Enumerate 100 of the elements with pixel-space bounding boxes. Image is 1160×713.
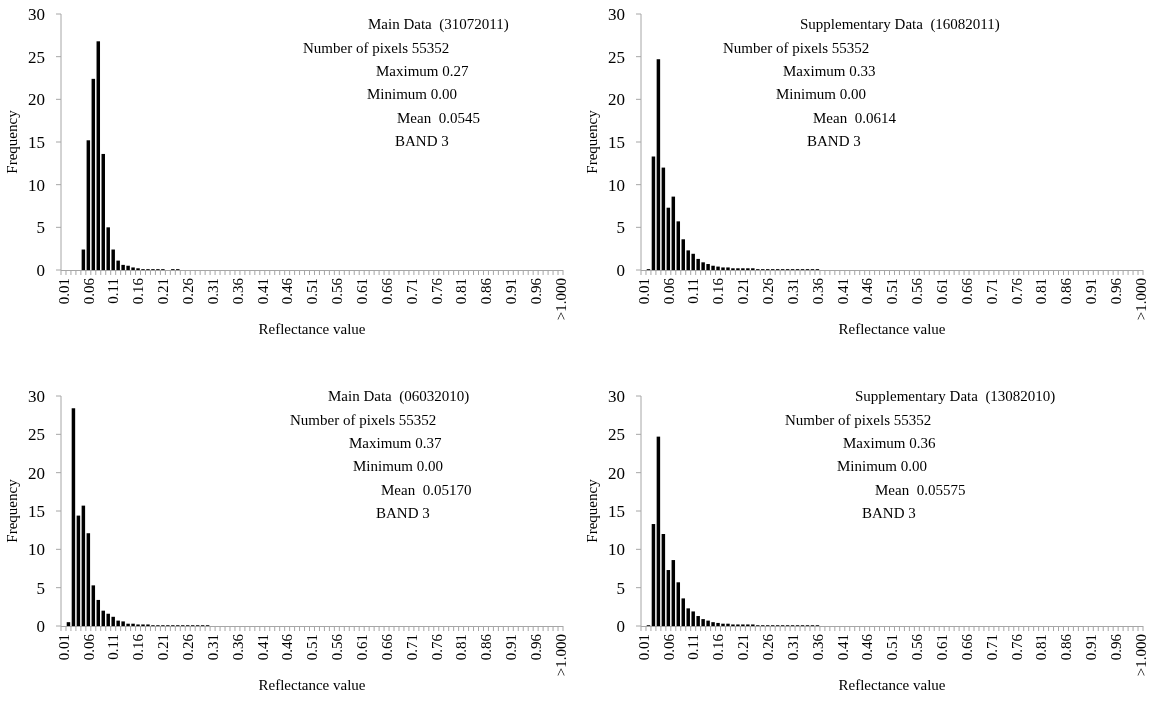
x-tick-label: 0.36: [809, 277, 826, 305]
x-tick-label: 0.36: [229, 633, 246, 661]
x-tick-label: 0.71: [983, 634, 1000, 661]
x-tick-label: 0.76: [1008, 277, 1025, 305]
x-tick-label: 0.11: [685, 278, 702, 304]
x-tick-label: 0.61: [933, 278, 950, 305]
x-tick-label: 0.31: [784, 634, 801, 661]
x-tick-label: 0.91: [503, 634, 520, 661]
x-axis-title: Reflectance value: [258, 677, 366, 693]
x-tick-label: 0.31: [784, 278, 801, 305]
x-tick-label: 0.01: [55, 634, 72, 661]
x-tick-label: 0.06: [660, 277, 677, 305]
annotation: Mean 0.0545: [397, 109, 480, 126]
x-tick-label: 0.96: [1107, 277, 1124, 305]
x-tick-label: 0.51: [884, 278, 901, 305]
y-axis-title: Frequency: [584, 109, 600, 174]
annotation: Maximum 0.33: [783, 63, 876, 80]
x-tick-label: 0.86: [1058, 277, 1075, 305]
y-tick-label: 30: [608, 4, 625, 24]
x-axis-title: Reflectance value: [838, 321, 946, 337]
x-tick-label: 0.06: [660, 633, 677, 661]
x-tick-label: 0.86: [1058, 633, 1075, 661]
x-tick-label: 0.16: [130, 633, 147, 661]
y-tick-label: 25: [28, 47, 45, 67]
x-tick-label: 0.36: [229, 277, 246, 305]
annotation: Mean 0.05575: [875, 481, 966, 498]
y-tick-label: 25: [608, 47, 625, 67]
y-axis-title: Frequency: [584, 478, 600, 543]
y-tick-label: 30: [28, 386, 45, 406]
x-tick-label: 0.06: [80, 277, 97, 305]
x-tick-label: 0.26: [759, 277, 776, 305]
y-tick-label: 5: [616, 578, 625, 598]
x-tick-label: 0.21: [735, 634, 752, 661]
y-tick-label: 5: [36, 578, 45, 598]
bar: [66, 622, 71, 626]
chart-title: Main Data (06032010): [328, 388, 470, 406]
y-tick-label: 10: [608, 175, 625, 195]
x-tick-label: 0.81: [1033, 278, 1050, 305]
x-tick-label: 0.76: [428, 277, 445, 305]
y-tick-label: 15: [28, 501, 45, 521]
x-tick-label: 0.36: [809, 633, 826, 661]
y-tick-label: 5: [616, 218, 625, 238]
annotation: BAND 3: [862, 505, 916, 522]
y-tick-label: 15: [608, 132, 625, 152]
x-tick-label: 0.71: [983, 278, 1000, 305]
annotation: Minimum 0.00: [353, 458, 444, 475]
x-tick-label: 0.26: [759, 633, 776, 661]
x-tick-label: 0.66: [378, 633, 395, 661]
x-tick-label: 0.41: [254, 278, 271, 305]
x-tick-label: 0.11: [105, 634, 122, 660]
y-tick-label: 0: [36, 616, 45, 636]
x-tick-label: 0.41: [834, 634, 851, 661]
y-tick-label: 15: [28, 132, 45, 152]
y-tick-label: 30: [608, 386, 625, 406]
x-tick-label: 0.11: [685, 634, 702, 660]
chart-title: Supplementary Data (13082010): [855, 388, 1056, 406]
x-tick-label: 0.86: [478, 277, 495, 305]
y-tick-label: 0: [36, 260, 45, 280]
annotation: BAND 3: [395, 133, 449, 150]
x-tick-label: 0.16: [130, 277, 147, 305]
y-tick-label: 30: [28, 4, 45, 24]
x-tick-label: 0.31: [204, 278, 221, 305]
x-tick-label: 0.01: [55, 278, 72, 305]
x-tick-label: 0.91: [503, 278, 520, 305]
x-tick-label: 0.31: [204, 634, 221, 661]
annotation: Minimum 0.00: [367, 86, 458, 103]
x-tick-label: 0.01: [635, 278, 652, 305]
annotation: Mean 0.05170: [381, 481, 472, 498]
y-tick-label: 20: [28, 463, 45, 483]
x-tick-label: 0.46: [279, 277, 296, 305]
annotation: Number of pixels 55352: [290, 411, 437, 428]
annotation: Mean 0.0614: [813, 109, 897, 126]
x-tick-label: 0.46: [279, 633, 296, 661]
annotation: Maximum 0.37: [349, 435, 442, 452]
x-tick-label: 0.61: [353, 278, 370, 305]
y-tick-label: 25: [608, 425, 625, 445]
x-tick-label: 0.56: [909, 633, 926, 661]
x-tick-label: 0.91: [1083, 634, 1100, 661]
x-tick-label: 0.21: [155, 634, 172, 661]
x-tick-label: 0.81: [1033, 634, 1050, 661]
y-tick-label: 0: [616, 616, 625, 636]
x-tick-label: 0.96: [527, 633, 544, 661]
annotation: BAND 3: [376, 505, 430, 522]
x-tick-label: 0.96: [1107, 633, 1124, 661]
x-tick-label: 0.11: [105, 278, 122, 304]
y-tick-label: 15: [608, 501, 625, 521]
y-tick-label: 25: [28, 425, 45, 445]
y-axis-title: Frequency: [4, 478, 20, 543]
y-axis-title: Frequency: [4, 109, 20, 174]
x-tick-label: 0.71: [403, 278, 420, 305]
y-tick-label: 20: [28, 90, 45, 110]
annotation: Number of pixels 55352: [785, 411, 932, 428]
y-tick-label: 5: [36, 218, 45, 238]
x-axis-title: Reflectance value: [838, 677, 946, 693]
annotation: BAND 3: [807, 133, 861, 150]
annotation: Number of pixels 55352: [723, 39, 870, 56]
x-tick-label: 0.21: [735, 278, 752, 305]
x-tick-label: 0.96: [527, 277, 544, 305]
x-tick-label: 0.71: [403, 634, 420, 661]
x-tick-label: 0.41: [254, 634, 271, 661]
